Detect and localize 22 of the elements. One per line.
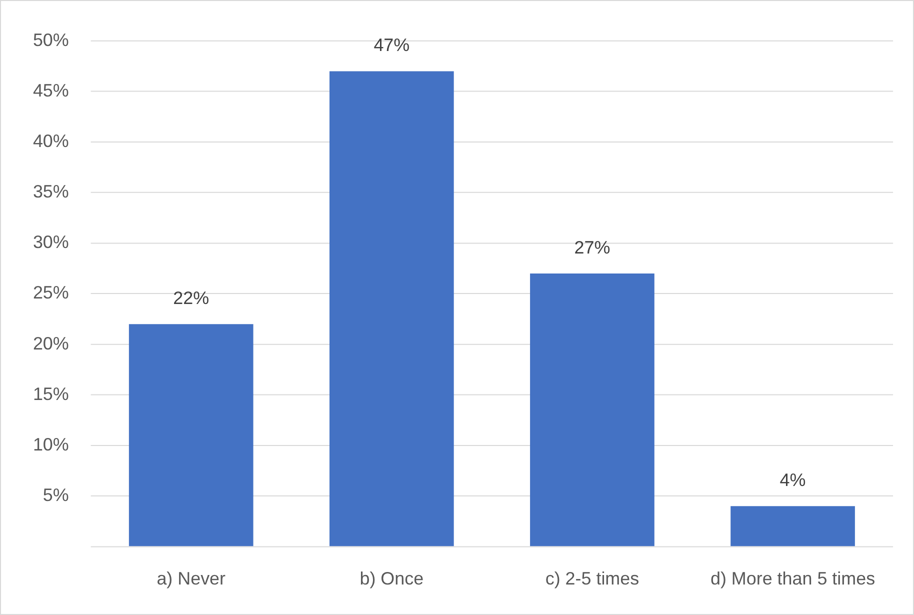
y-tick-label: 25% bbox=[32, 282, 69, 303]
bar bbox=[730, 506, 855, 546]
y-tick-label: 10% bbox=[32, 434, 69, 454]
bar bbox=[329, 71, 454, 546]
y-tick-label: 40% bbox=[32, 130, 69, 151]
data-label: 27% bbox=[574, 238, 610, 258]
y-tick-label: 35% bbox=[32, 182, 69, 202]
y-tick-label: 50% bbox=[32, 30, 69, 50]
y-tick-label: 20% bbox=[32, 333, 69, 354]
data-label: 22% bbox=[173, 288, 210, 308]
x-tick-label: a) Never bbox=[156, 568, 226, 588]
y-tick-label: 15% bbox=[32, 384, 69, 404]
x-tick-label: b) Once bbox=[360, 568, 424, 588]
x-tick-label: d) More than 5 times bbox=[710, 568, 876, 588]
y-tick-label: 5% bbox=[42, 485, 69, 505]
bar bbox=[530, 274, 654, 546]
x-tick-label: c) 2-5 times bbox=[545, 568, 640, 588]
y-tick-label: 45% bbox=[32, 80, 69, 100]
data-label: 47% bbox=[374, 35, 410, 56]
y-tick-label: 30% bbox=[32, 232, 69, 252]
data-label: 4% bbox=[780, 470, 806, 490]
bar bbox=[128, 324, 254, 546]
